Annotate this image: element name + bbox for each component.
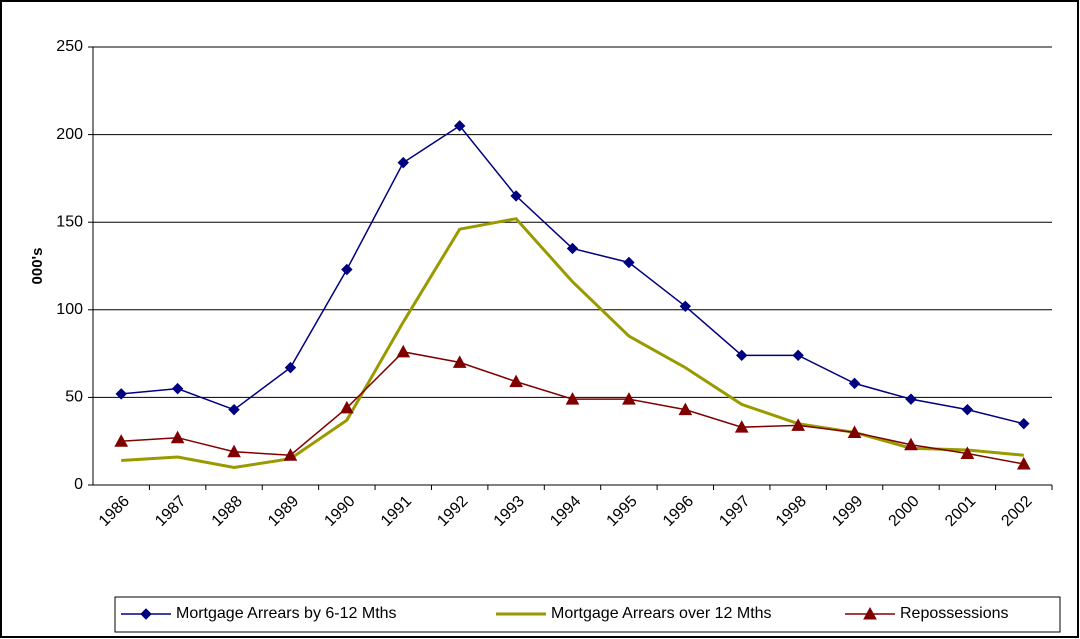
data-point [623, 256, 635, 269]
data-point [848, 377, 861, 390]
data-point [565, 392, 580, 405]
legend-box [114, 596, 1061, 633]
data-point [961, 403, 974, 416]
y-tick-label: 100 [56, 301, 83, 318]
data-point [791, 418, 805, 431]
y-tick-label: 200 [56, 126, 83, 143]
data-point [734, 420, 749, 433]
data-point [341, 263, 353, 276]
data-point [452, 355, 467, 368]
data-point [284, 361, 297, 374]
data-point [792, 349, 804, 362]
data-point [847, 425, 862, 438]
y-tick-label: 50 [65, 389, 83, 406]
y-tick-label: 0 [74, 476, 83, 493]
data-point [510, 190, 522, 202]
data-point [1016, 456, 1031, 470]
y-tick-label: 250 [56, 38, 83, 55]
data-point [114, 434, 129, 447]
legend-label: Repossessions [900, 605, 1009, 622]
data-point [1018, 417, 1030, 430]
data-point [736, 349, 748, 362]
data-point [340, 400, 354, 414]
y-tick-label: 150 [56, 213, 83, 230]
legend-label: Mortgage Arrears over 12 Mths [551, 605, 772, 622]
data-point [283, 448, 298, 461]
legend-label: Mortgage Arrears by 6-12 Mths [176, 605, 397, 622]
data-point [170, 430, 185, 444]
data-point [622, 392, 636, 405]
data-point [228, 403, 240, 416]
data-point [115, 388, 127, 400]
data-point [904, 437, 918, 451]
series-line [121, 217, 1024, 470]
data-point [171, 382, 184, 395]
data-point [679, 300, 692, 313]
data-point [227, 444, 241, 458]
data-point [396, 344, 411, 358]
data-point [509, 374, 523, 388]
y-axis-label: 000's [29, 248, 46, 285]
data-point [397, 156, 409, 169]
data-point [905, 393, 917, 405]
legend-marker [140, 608, 152, 620]
data-point [960, 446, 975, 459]
data-point [453, 120, 466, 132]
data-point [566, 242, 579, 255]
legend-marker [863, 606, 877, 620]
data-point [678, 402, 693, 416]
